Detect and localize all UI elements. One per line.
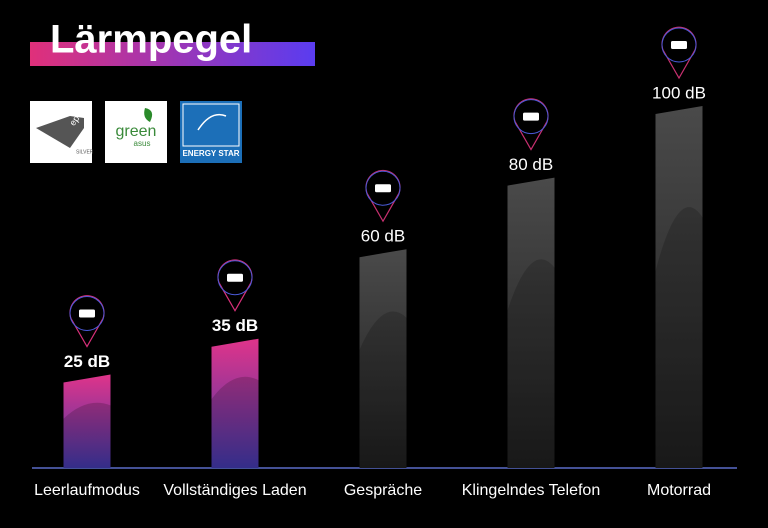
pin-glyph	[523, 112, 539, 121]
x-tick-label: Motorrad	[647, 482, 711, 499]
x-tick-label: Klingelndes Telefon	[462, 482, 600, 499]
pin-glyph	[227, 273, 243, 282]
bar-shade	[655, 207, 703, 468]
badge-leaf	[144, 108, 153, 122]
badge-text: SILVER	[76, 149, 94, 155]
pin-icon	[513, 98, 549, 151]
title-bar	[30, 42, 315, 66]
bar	[211, 338, 259, 468]
chart-title: Lärmpegel	[50, 18, 252, 62]
pin-icon	[661, 26, 697, 80]
pin-icon	[365, 169, 401, 223]
bar-shade	[63, 402, 111, 468]
bar	[359, 249, 407, 468]
pin-ring	[661, 27, 697, 63]
bar-shade	[211, 376, 259, 468]
badge-bg	[105, 101, 167, 163]
pin-icon	[217, 259, 253, 312]
pin-glyph	[671, 41, 687, 49]
badge-bg	[180, 101, 242, 163]
pin-glyph	[79, 309, 95, 318]
pin-ring	[69, 296, 105, 331]
badge-shape	[36, 116, 84, 148]
badge-text: ENERGY STAR	[182, 149, 239, 158]
badge-swoosh	[197, 113, 227, 131]
x-tick-label: Leerlaufmodus	[34, 482, 140, 499]
value-label: 35 dB	[212, 316, 258, 335]
bar	[63, 374, 111, 468]
pin-icon	[69, 295, 105, 348]
bar	[507, 177, 555, 468]
pin-ring	[217, 260, 253, 296]
value-label: 60 dB	[361, 227, 405, 246]
value-label: 80 dB	[509, 155, 553, 174]
value-label: 25 dB	[64, 352, 110, 371]
badges: epeat SILVER green asus ENERGY STAR	[30, 101, 242, 163]
bar-shade	[507, 259, 555, 468]
badge-text: asus	[134, 139, 151, 148]
x-tick-label: Vollständiges Laden	[163, 482, 306, 499]
value-label: 100 dB	[652, 83, 706, 102]
badge-frame	[182, 103, 240, 147]
bar-shade	[359, 311, 407, 468]
pin-ring	[513, 99, 549, 135]
pin-glyph	[375, 184, 391, 193]
bar	[655, 106, 703, 468]
x-tick-label: Gespräche	[344, 482, 422, 499]
badge-text: green	[116, 123, 157, 140]
pin-ring	[365, 170, 401, 206]
